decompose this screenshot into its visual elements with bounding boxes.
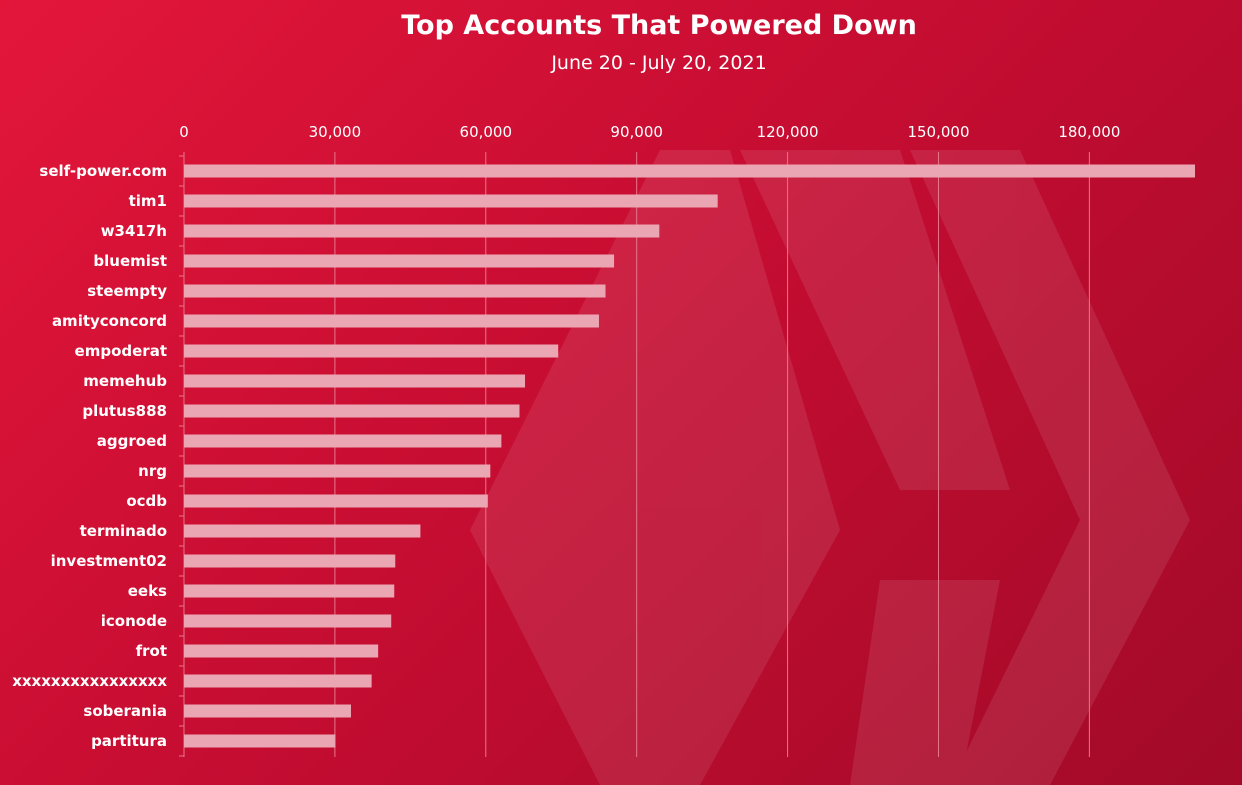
bar-amityconcord (184, 314, 599, 328)
category-label: soberania (83, 702, 167, 720)
bar-iconode (184, 614, 392, 628)
bar-soberania (184, 704, 351, 718)
x-tick-label: 150,000 (907, 123, 969, 141)
category-label: partitura (91, 732, 167, 750)
category-label: memehub (83, 372, 167, 390)
category-label: w3417h (101, 222, 167, 240)
bar-nrg (184, 464, 491, 478)
bar-bluemist (184, 254, 615, 268)
category-label: iconode (101, 612, 167, 630)
bar-steempty (184, 284, 606, 298)
bar-memehub (184, 374, 526, 388)
bar-aggroed (184, 434, 502, 448)
category-label: tim1 (129, 192, 167, 210)
bar-partitura (184, 734, 336, 748)
category-label: plutus888 (82, 402, 167, 420)
chart-title: Top Accounts That Powered Down (401, 10, 917, 41)
bar-eeks (184, 584, 395, 598)
bar-xxxxxxxxxxxxxxxx (184, 674, 372, 688)
category-label: empoderat (75, 342, 167, 360)
hive-logo-watermark (470, 150, 1190, 785)
category-label: amityconcord (52, 312, 167, 330)
category-label: aggroed (97, 432, 167, 450)
category-label: eeks (128, 582, 167, 600)
bar-self-power.com (184, 164, 1195, 178)
category-label: self-power.com (39, 162, 167, 180)
bar-ocdb (184, 494, 488, 508)
category-label: frot (136, 642, 167, 660)
bar-investment02 (184, 554, 396, 568)
category-label: steempty (87, 282, 167, 300)
bar-terminado (184, 524, 421, 538)
x-tick-label: 30,000 (309, 123, 362, 141)
x-tick-label: 60,000 (460, 123, 513, 141)
bar-empoderat (184, 344, 559, 358)
bar-plutus888 (184, 404, 520, 418)
x-tick-label: 180,000 (1058, 123, 1120, 141)
category-label: terminado (80, 522, 167, 540)
category-label: xxxxxxxxxxxxxxxx (12, 672, 167, 690)
bar-w3417h (184, 224, 660, 238)
category-label: investment02 (51, 552, 167, 570)
category-label: nrg (138, 462, 167, 480)
category-label: ocdb (126, 492, 167, 510)
bar-tim1 (184, 194, 718, 208)
x-tick-label: 90,000 (610, 123, 663, 141)
x-tick-label: 0 (179, 123, 189, 141)
bar-frot (184, 644, 379, 658)
category-label: bluemist (93, 252, 167, 270)
x-tick-label: 120,000 (757, 123, 819, 141)
chart-subtitle: June 20 - July 20, 2021 (551, 52, 767, 74)
